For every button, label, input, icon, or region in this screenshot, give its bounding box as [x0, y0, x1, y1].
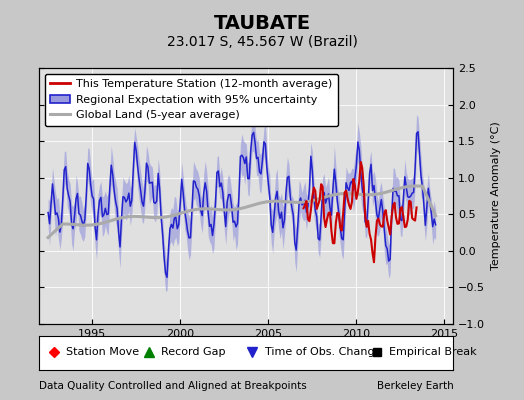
Y-axis label: Temperature Anomaly (°C): Temperature Anomaly (°C) [490, 122, 500, 270]
Text: Empirical Break: Empirical Break [389, 347, 477, 357]
Text: Data Quality Controlled and Aligned at Breakpoints: Data Quality Controlled and Aligned at B… [39, 381, 307, 391]
Text: Record Gap: Record Gap [161, 347, 226, 357]
Legend: This Temperature Station (12-month average), Regional Expectation with 95% uncer: This Temperature Station (12-month avera… [45, 74, 338, 126]
Text: Station Move: Station Move [66, 347, 139, 357]
Text: TAUBATE: TAUBATE [213, 14, 311, 33]
Text: 23.017 S, 45.567 W (Brazil): 23.017 S, 45.567 W (Brazil) [167, 35, 357, 49]
Text: Berkeley Earth: Berkeley Earth [377, 381, 453, 391]
Text: Time of Obs. Change: Time of Obs. Change [265, 347, 381, 357]
